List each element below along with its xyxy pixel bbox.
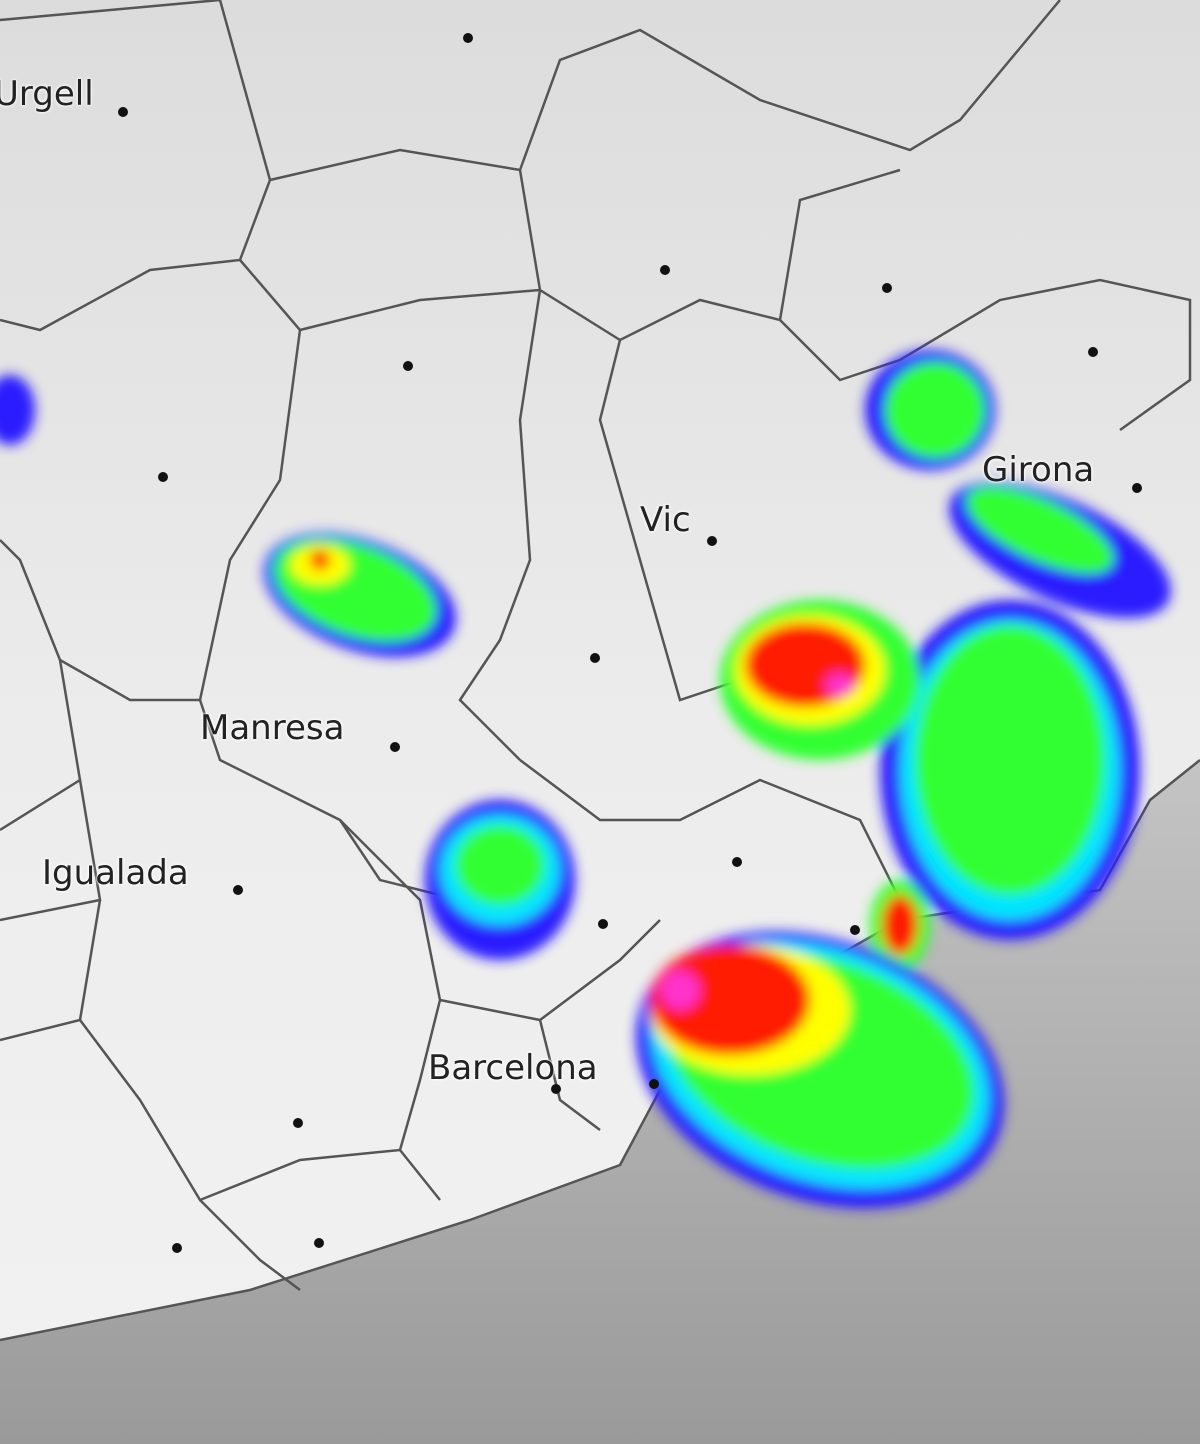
place-label-barcelona: Barcelona (428, 1048, 598, 1088)
place-label-manresa: Manresa (200, 708, 345, 748)
town-markers (118, 33, 1142, 1253)
place-label-vic: Vic (640, 500, 691, 540)
place-label-urgell: Urgell (0, 74, 94, 114)
place-label-girona: Girona (982, 450, 1095, 490)
radar-echoes (0, 350, 1171, 1209)
place-label-igualada: Igualada (42, 853, 189, 893)
